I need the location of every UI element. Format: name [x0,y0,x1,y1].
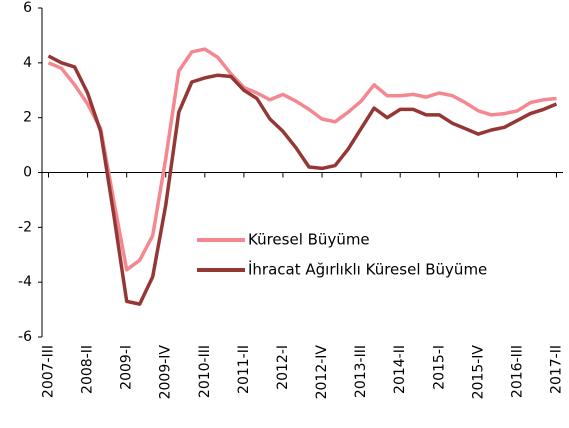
x-tick-label: 2015-IV [470,345,486,400]
x-tick-label: 2015-I [431,345,447,390]
legend: Küresel Büyüme İhracat Ağırlıklı Küresel … [197,231,487,279]
y-tick-label: 0 [23,165,32,181]
x-tick-label: 2008-II [80,345,96,394]
x-tick-label: 2013-III [353,345,369,398]
y-tick-label: -6 [18,329,32,345]
y-tick-label: 2 [23,110,32,126]
series-line [47,54,558,306]
x-tick-label: 2012-I [275,345,291,390]
y-tick-label: 4 [23,55,32,71]
y-tick-label: -4 [18,274,32,290]
y-tick-label: -2 [18,219,32,235]
x-tick-label: 2012-IV [314,345,330,400]
x-tick-label: 2009-IV [158,345,174,400]
x-tick-label: 2011-II [236,345,252,394]
x-tick-label: 2017-II [548,345,564,394]
x-tick-label: 2009-I [119,345,135,390]
x-tick-label: 2014-II [392,345,408,394]
x-tick-label: 2016-III [509,345,525,398]
series-line [47,47,557,272]
x-tick-label: 2010-III [197,345,213,398]
legend-label: Küresel Büyüme [248,231,370,249]
y-tick-label: 6 [23,0,32,16]
x-tick-label: 2007-III [41,345,57,398]
legend-label: İhracat Ağırlıklı Küresel Büyüme [248,260,487,279]
